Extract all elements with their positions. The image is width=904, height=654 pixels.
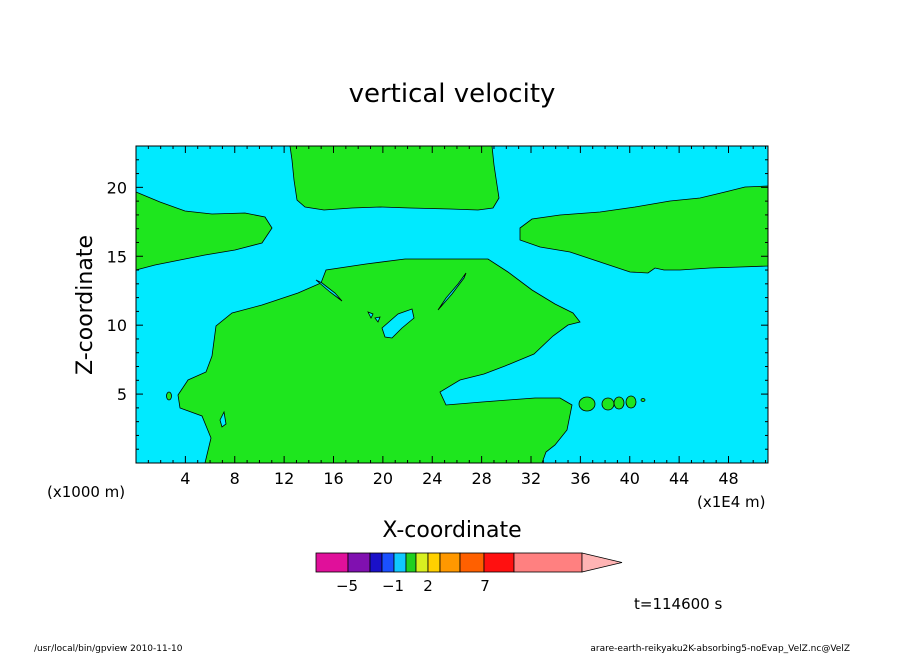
plot-frame <box>135 145 769 464</box>
y-tick-label: 20 <box>107 178 127 197</box>
region-upper-right <box>519 185 769 274</box>
region-upper-left <box>135 191 273 271</box>
colorbar-label: −1 <box>382 577 404 595</box>
colorbar-segment <box>381 552 395 573</box>
colorbar-label: 2 <box>423 577 433 595</box>
colorbar-segment <box>405 552 417 573</box>
colorbar-segment <box>415 552 429 573</box>
colorbar <box>315 552 623 573</box>
colorbar-segment <box>347 552 371 573</box>
blob-2 <box>601 397 615 411</box>
x-tick-label: 36 <box>570 469 590 488</box>
colorbar-segment <box>483 552 515 573</box>
x-tick-label: 20 <box>373 469 393 488</box>
x-tick-label: 12 <box>274 469 294 488</box>
y-tick-label: 5 <box>117 385 127 404</box>
x-tick-label: 8 <box>230 469 240 488</box>
x-tick-label: 44 <box>669 469 689 488</box>
y-tick-label: 10 <box>107 316 127 335</box>
notch-right <box>437 272 467 311</box>
y-units-label: (x1000 m) <box>47 483 125 501</box>
x-tick-label: 40 <box>620 469 640 488</box>
blob-6 <box>166 391 172 401</box>
notch-left <box>315 279 343 302</box>
colorbar-segment <box>459 552 485 573</box>
y-tick-label: 15 <box>107 247 127 266</box>
blob-3 <box>613 396 625 410</box>
positive-regions <box>135 145 769 464</box>
y-tick-labels: 5 10 15 20 <box>107 178 127 404</box>
x-tick-label: 32 <box>521 469 541 488</box>
x-axis-label: X-coordinate <box>382 518 521 543</box>
colorbar-labels: −5 −1 2 7 <box>336 577 490 595</box>
notch-small-2 <box>374 316 381 323</box>
blob-5 <box>640 398 646 402</box>
blob-4 <box>625 395 637 409</box>
x-units-label: (x1E4 m) <box>697 493 766 511</box>
colorbar-segment <box>439 552 461 573</box>
x-tick-label: 48 <box>718 469 738 488</box>
region-lower-main <box>177 258 581 464</box>
x-tick-label: 24 <box>422 469 442 488</box>
blob-1 <box>578 396 596 412</box>
y-axis-label: Z-coordinate <box>73 235 98 375</box>
colorbar-label: −5 <box>336 577 358 595</box>
colorbar-extend-arrow <box>581 552 623 573</box>
region-top-center <box>289 145 500 211</box>
time-label: t=114600 s <box>634 595 722 613</box>
colorbar-segment <box>427 552 441 573</box>
footer-left: /usr/local/bin/gpview 2010-11-10 <box>34 644 183 654</box>
negative-intrusions <box>219 272 467 428</box>
colorbar-segment <box>315 552 349 573</box>
x-tick-label: 4 <box>180 469 190 488</box>
colorbar-segment <box>513 552 583 573</box>
footer-right: arare-earth-reikyaku2K-absorbing5-noEvap… <box>590 644 850 654</box>
colorbar-segment <box>393 552 407 573</box>
colorbar-segment <box>369 552 383 573</box>
notch-center <box>381 308 415 339</box>
colorbar-label: 7 <box>480 577 490 595</box>
chart-title: vertical velocity <box>349 79 556 109</box>
x-tick-label: 16 <box>323 469 343 488</box>
x-tick-label: 28 <box>471 469 491 488</box>
notch-small-1 <box>367 311 374 319</box>
plot-area <box>135 145 769 464</box>
axis-ticks <box>136 146 768 463</box>
notch-low-left <box>219 410 227 428</box>
x-tick-labels: 4 8 12 16 20 24 28 32 36 40 44 48 <box>180 469 738 488</box>
